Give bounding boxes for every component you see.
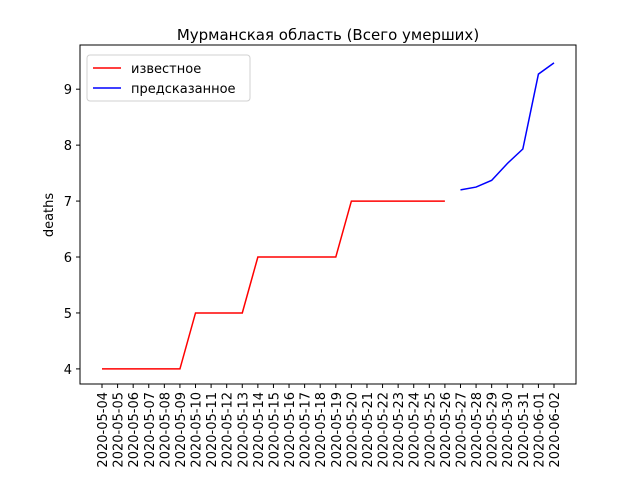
legend-label: известное: [131, 62, 201, 77]
x-tick-label: 2020-05-13: [236, 392, 251, 468]
legend-box: [86, 54, 251, 102]
y-tick-label: 5: [64, 307, 72, 322]
x-tick-label: 2020-05-22: [377, 392, 392, 468]
x-tick-label: 2020-05-30: [501, 392, 516, 468]
x-tick-label: 2020-05-05: [112, 392, 127, 468]
axes-frame: [79, 44, 577, 385]
x-tick-label: 2020-05-07: [143, 392, 158, 468]
x-tick-label: 2020-05-31: [517, 392, 532, 468]
x-tick-label: 2020-05-27: [454, 392, 469, 468]
x-tick-label: 2020-05-06: [127, 392, 142, 468]
x-tick-label: 2020-06-02: [548, 392, 563, 468]
x-tick-label: 2020-05-20: [345, 392, 360, 468]
x-tick-label: 2020-05-12: [221, 392, 236, 468]
x-tick-label: 2020-05-23: [392, 392, 407, 468]
y-tick-label: 8: [64, 139, 72, 154]
y-tick-label: 4: [64, 363, 72, 378]
y-axis-label: deaths: [42, 193, 57, 238]
y-tick-label: 9: [64, 83, 72, 98]
x-tick-label: 2020-05-16: [283, 392, 298, 468]
x-tick-label: 2020-06-01: [532, 392, 547, 468]
x-tick-label: 2020-05-18: [314, 392, 329, 468]
x-tick-label: 2020-05-26: [439, 392, 454, 468]
x-tick-label: 2020-05-11: [205, 392, 220, 468]
series-line: [102, 200, 445, 370]
x-tick-label: 2020-05-29: [486, 392, 501, 468]
x-tick-label: 2020-05-17: [299, 392, 314, 468]
x-tick-label: 2020-05-21: [361, 392, 376, 468]
legend-label: предсказанное: [131, 82, 236, 97]
y-tick-label: 7: [64, 195, 72, 210]
x-tick-label: 2020-05-25: [423, 392, 438, 468]
series-line: [460, 62, 555, 191]
chart-title: Мурманская область (Всего умерших): [177, 26, 479, 44]
x-tick-label: 2020-05-10: [190, 392, 205, 468]
x-tick-label: 2020-05-19: [330, 392, 345, 468]
x-tick-label: 2020-05-14: [252, 392, 267, 468]
x-tick-label: 2020-05-08: [158, 392, 173, 468]
x-tick-label: 2020-05-28: [470, 392, 485, 468]
x-tick-label: 2020-05-24: [408, 392, 423, 468]
x-tick-label: 2020-05-09: [174, 392, 189, 468]
y-tick-label: 6: [64, 251, 72, 266]
x-tick-label: 2020-05-15: [267, 392, 282, 468]
x-tick-label: 2020-05-04: [96, 392, 111, 468]
